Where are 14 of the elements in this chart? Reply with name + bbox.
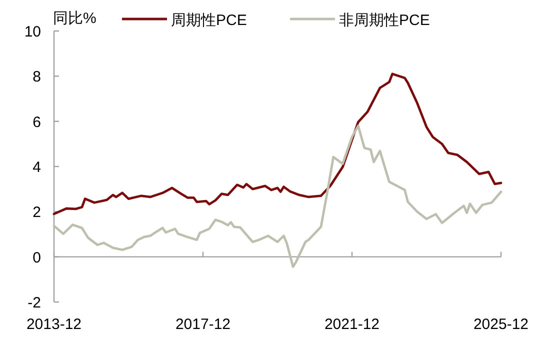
x-tick-label: 2017-12 <box>175 316 231 333</box>
y-tick-label: 2 <box>32 204 41 222</box>
legend-label: 非周期性PCE <box>339 12 430 29</box>
x-tick-label: 2025-12 <box>473 316 529 333</box>
y-tick-label: 8 <box>32 68 41 86</box>
y-tick-label: 0 <box>32 249 41 266</box>
y-tick-label: 6 <box>32 114 41 131</box>
x-tick-label: 2021-12 <box>324 316 380 333</box>
y-tick-label: 4 <box>32 159 41 176</box>
x-tick-label: 2013-12 <box>26 316 82 333</box>
legend-label: 周期性PCE <box>171 12 247 29</box>
y-tick-label: -2 <box>28 294 41 312</box>
y-tick-label: 10 <box>24 24 41 40</box>
y-axis-title: 同比% <box>53 10 96 27</box>
